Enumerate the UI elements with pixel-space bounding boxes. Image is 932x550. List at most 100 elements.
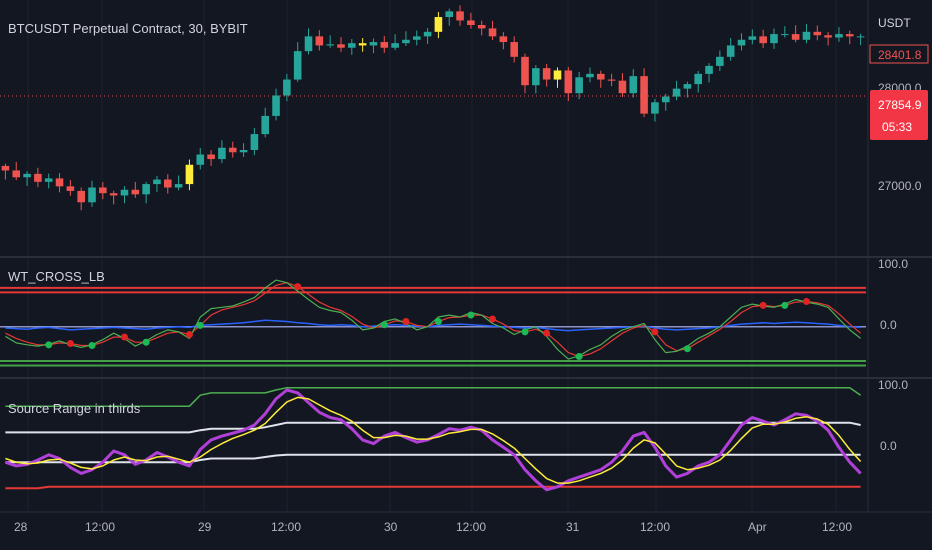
candle-body [640,76,648,114]
bullish-cross-dot [45,341,53,349]
bearish-cross-dot [489,315,497,323]
candle-body [369,42,378,46]
bullish-cross-dot [434,318,442,326]
candle-body [207,154,215,160]
candle-body [716,56,724,66]
candle-body [1,165,10,171]
candle-body [348,43,356,48]
candle-body [824,35,832,38]
time-tick-31: 31 [566,520,580,534]
pane-separators[interactable] [0,0,932,513]
time-tick-28: 28 [14,520,28,534]
candle-body [607,79,616,81]
candle-body [737,39,746,46]
candle-body [326,44,334,46]
candle-body [835,34,843,38]
wt-axis[interactable]: 100.0 0.0 [878,257,908,332]
source-smoothed-line [5,396,862,484]
candle-body [542,68,551,80]
bearish-cross-dot [402,318,410,326]
candle-body [445,11,454,18]
candle-body [196,154,205,165]
candle-body [228,147,237,153]
time-tick-29-1200: 12:00 [271,520,301,534]
candle-body [77,190,85,203]
candle-body [488,28,497,37]
time-axis[interactable]: 28 12:00 29 12:00 30 12:00 31 12:00 Apr … [14,520,852,534]
high-price-tag [869,44,929,64]
time-tick-30-1200: 12:00 [456,520,486,534]
range-upper-third-line [5,421,861,434]
candle-body [239,150,248,153]
last-price-value: 27854.9 [878,98,922,112]
bullish-cross-dot [575,352,583,360]
candle-body [99,187,107,194]
candle-body [109,193,118,196]
time-tick-apr: Apr [748,520,767,534]
candle-body [391,43,399,48]
candle-body [499,36,508,43]
candle-body [12,170,21,178]
candle-body [748,36,757,40]
time-tick-apr-1200: 12:00 [822,520,852,534]
wt-cross-pane[interactable] [0,279,866,367]
candle-body [380,42,389,48]
candle-body [163,179,172,188]
candle-body [304,36,313,52]
wt-tick-100: 100.0 [878,257,908,271]
bullish-cross-dot [380,321,388,329]
source-axis[interactable]: 100.0 0.0 [878,378,908,453]
bearish-cross-dot [66,340,74,348]
bearish-cross-dot [759,301,767,309]
bullish-cross-dot [196,321,204,329]
wt-volume-line [5,319,861,332]
candle-body [575,77,583,94]
candle-body [120,189,129,196]
indicator2-title[interactable]: Source Range in thirds [8,401,141,416]
candle-body [261,115,270,135]
src-tick-0: 0.0 [880,439,897,453]
bullish-cross-dot [467,311,475,319]
candle-body [705,65,713,74]
candle-body [845,34,854,37]
candle-body [88,187,96,203]
bearish-cross-dot [185,330,193,338]
bearish-cross-dot [294,283,302,291]
candle-body [283,79,291,96]
candle-body [131,189,140,195]
source-range-pane[interactable] [4,386,862,492]
candle-body [456,11,464,21]
candle-body [315,36,324,46]
time-tick-30: 30 [384,520,398,534]
price-pane[interactable] [0,5,866,211]
bearish-cross-dot [120,333,128,341]
candle-body [250,134,259,150]
indicator1-title[interactable]: WT_CROSS_LB [8,269,105,284]
symbol-title[interactable]: BTCUSDT Perpetual Contract, 30, BYBIT [8,21,248,36]
candle-body [781,34,789,36]
candle-body [23,173,31,178]
candle-body [174,184,183,188]
candle-body [813,31,822,36]
bar-countdown: 05:33 [882,120,912,134]
range-bottom-line [5,485,861,490]
candle-body [434,17,443,32]
candle-body [586,73,594,78]
bearish-cross-dot [651,328,659,336]
candle-body [726,45,735,57]
bearish-cross-dot [543,329,551,337]
candle-body [661,96,670,103]
candle-body [532,68,540,86]
candle-body [467,20,475,25]
bullish-cross-dot [142,338,150,346]
candle-body [770,34,778,44]
last-price-tag [870,90,928,140]
price-axis[interactable]: USDT 28401.8 28000.0 27854.9 05:33 27000… [869,16,929,193]
high-price-value: 28401.8 [878,48,922,62]
candle-body [553,70,562,80]
price-tick-27000: 27000.0 [878,179,922,193]
candle-body [293,51,302,80]
candle-body [651,102,659,114]
